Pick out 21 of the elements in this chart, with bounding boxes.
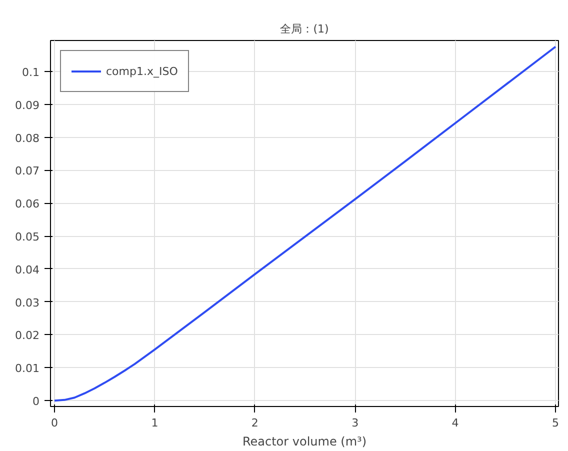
y-tick-label: 0 — [32, 395, 40, 408]
y-tick-label: 0.1 — [22, 66, 40, 79]
y-tick-label: 0.07 — [15, 164, 40, 178]
y-tick-label: 0.05 — [15, 230, 40, 244]
x-tick-label: 4 — [452, 416, 459, 430]
y-tick-label: 0.06 — [15, 198, 40, 211]
x-tick-label: 3 — [352, 416, 359, 430]
x-tick-label: 2 — [251, 416, 258, 430]
line-series — [54, 46, 556, 402]
y-tick-label: 0.01 — [15, 362, 40, 376]
y-tick-label: 0.02 — [15, 329, 40, 342]
y-tick-label: 0.03 — [15, 296, 40, 310]
x-tick-label: 5 — [552, 416, 559, 430]
y-tick-label: 0.04 — [15, 263, 40, 276]
chart-title: 全局：(1) — [280, 22, 329, 36]
legend-label: comp1.x_ISO — [106, 64, 178, 78]
x-tick-label: 0 — [51, 416, 58, 430]
y-tick-label: 0.09 — [15, 98, 40, 112]
x-tick-label: 1 — [151, 416, 158, 430]
y-tick-label: 0.08 — [15, 132, 40, 145]
x-axis-title: Reactor volume (m³) — [242, 434, 367, 448]
